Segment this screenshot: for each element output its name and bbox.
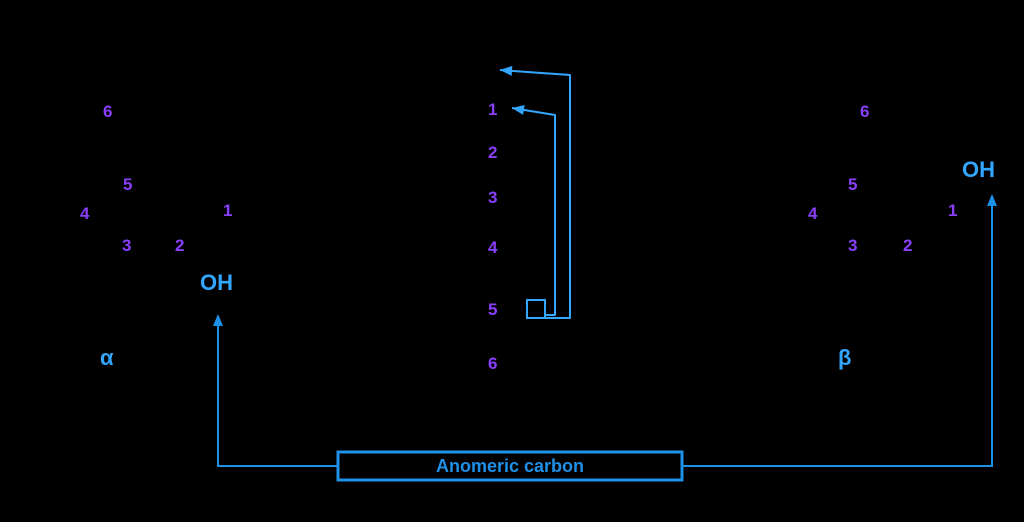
- right-num-5: 5: [848, 175, 857, 195]
- center-num-2: 2: [488, 143, 497, 163]
- banner-text: Anomeric carbon: [338, 456, 682, 477]
- center-num-4: 4: [488, 238, 497, 258]
- left-num-4: 4: [80, 204, 89, 224]
- right-num-1: 1: [948, 201, 957, 221]
- left-num-6: 6: [103, 102, 112, 122]
- right-num-3: 3: [848, 236, 857, 256]
- right-oh: OH: [962, 157, 995, 183]
- left-greek: α: [100, 345, 114, 371]
- center-num-1: 1: [488, 100, 497, 120]
- right-num-4: 4: [808, 204, 817, 224]
- center-num-5: 5: [488, 300, 497, 320]
- right-num-6: 6: [860, 102, 869, 122]
- right-greek: β: [838, 345, 851, 371]
- left-num-3: 3: [122, 236, 131, 256]
- left-num-5: 5: [123, 175, 132, 195]
- diagram-svg: [0, 0, 1024, 522]
- center-num-6: 6: [488, 354, 497, 374]
- right-num-2: 2: [903, 236, 912, 256]
- left-num-1: 1: [223, 201, 232, 221]
- center-num-3: 3: [488, 188, 497, 208]
- left-num-2: 2: [175, 236, 184, 256]
- left-oh: OH: [200, 270, 233, 296]
